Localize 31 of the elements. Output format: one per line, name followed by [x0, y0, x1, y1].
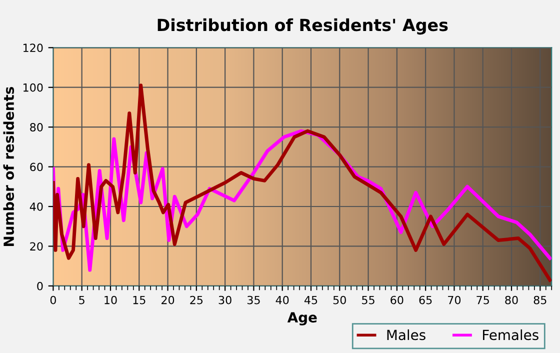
x-tick-label: 50	[333, 296, 346, 304]
line-series	[53, 84, 552, 282]
x-tick-label: 10	[104, 296, 117, 304]
x-tick-label: 25	[190, 296, 203, 304]
x-tick-label: 30	[218, 296, 232, 304]
x-tick-label: 65	[419, 296, 432, 304]
x-tick-label: 80	[505, 296, 518, 304]
x-tick-label: 75	[476, 296, 489, 304]
legend-label: Males	[387, 329, 426, 340]
x-tick-label: 85	[534, 296, 546, 304]
y-tick-label: 60	[30, 162, 43, 172]
x-tick-label: 20	[162, 296, 174, 304]
y-tick-label: 0	[37, 282, 43, 290]
legend-label: Females	[483, 329, 538, 340]
x-tick-label: 55	[362, 296, 374, 304]
y-axis-title: Number of residents	[3, 87, 14, 246]
x-tick-label: 70	[448, 296, 461, 304]
y-tick-label: 20	[30, 242, 43, 251]
y-tick-label: 100	[23, 83, 43, 92]
y-tick-label: 80	[30, 123, 43, 132]
x-tick-label: 0	[50, 296, 56, 304]
x-tick-label: 45	[304, 296, 318, 304]
y-tick-label: 120	[23, 44, 43, 52]
y-tick-label: 40	[30, 202, 43, 211]
x-tick-label: 60	[390, 296, 404, 304]
x-tick-label: 5	[79, 296, 84, 304]
chart-title: Distribution of Residents' Ages	[158, 18, 448, 35]
x-tick-label: 35	[247, 296, 260, 304]
x-tick-label: 15	[133, 296, 146, 304]
x-axis-title: Age	[287, 312, 317, 326]
x-tick-label: 40	[276, 296, 289, 304]
